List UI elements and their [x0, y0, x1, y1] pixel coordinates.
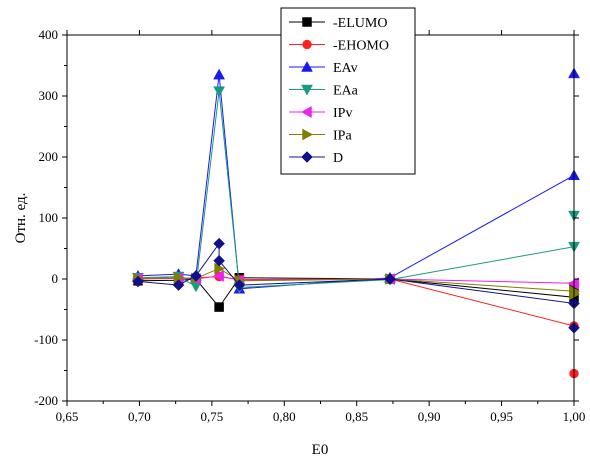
- legend-item-ipa: IPa: [289, 129, 352, 144]
- data-point-d: [213, 254, 225, 267]
- legend-label: EAv: [333, 61, 358, 76]
- data-point-d: [132, 275, 144, 288]
- legend: -ELUMO -EHOMO EAv EAa IPv IPa D: [280, 7, 416, 175]
- axes-layer: 0,65 0,70 0,75 0,80 0,85 0,90 0,95 1,00 -200 -100…: [34, 27, 585, 424]
- data-point-d: [172, 279, 185, 291]
- data-point-eaa: [213, 86, 226, 98]
- y-tick-label: 0: [52, 271, 59, 286]
- series-d: [132, 237, 580, 334]
- data-point-ipv: [213, 270, 224, 282]
- legend-box: [280, 7, 416, 175]
- y-tick-label: 300: [39, 88, 59, 103]
- y-tick-label: 100: [39, 210, 59, 225]
- y-tick-label: -200: [34, 393, 58, 408]
- data-point-d: [213, 237, 225, 250]
- legend-label: D: [333, 151, 343, 166]
- x-tick-label: 0,75: [200, 409, 223, 424]
- legend-marker-eav: [301, 60, 313, 72]
- legend-marker-eaa: [301, 84, 313, 96]
- legend-marker-d: [301, 151, 313, 163]
- x-tick-label: 1,00: [563, 409, 586, 424]
- x-tick-label: 0,70: [128, 409, 151, 424]
- legend-item-d: D: [289, 151, 343, 166]
- legend-item-elumo: -ELUMO: [289, 16, 387, 31]
- data-point-d: [190, 270, 202, 282]
- y-axis-title: Отн. ед.: [13, 193, 29, 244]
- x-tick-label: 0,80: [273, 409, 296, 424]
- legend-label: IPv: [333, 106, 352, 121]
- legend-marker-elumo: [302, 17, 312, 27]
- legend-item-ipv: IPv: [289, 106, 352, 121]
- x-tick-label: 0,85: [345, 409, 368, 424]
- legend-label: -EHOMO: [333, 39, 389, 54]
- legend-label: EAa: [333, 84, 359, 99]
- data-point-d: [384, 273, 396, 285]
- legend-item-eav: EAv: [289, 60, 358, 76]
- legend-marker-ehomo: [302, 39, 312, 50]
- data-point-d: [233, 279, 246, 291]
- x-tick-label: 0,65: [56, 409, 79, 424]
- legend-marker-ipv: [300, 106, 312, 118]
- y-tick-label: -100: [34, 332, 58, 347]
- legend-item-ehomo: -EHOMO: [289, 39, 389, 54]
- data-point-elumo: [214, 302, 224, 312]
- x-tick-label: 0,90: [418, 409, 441, 424]
- legend-label: -ELUMO: [333, 16, 387, 31]
- x-tick-label: 0,95: [490, 409, 513, 424]
- legend-item-eaa: EAa: [289, 84, 359, 99]
- legend-marker-ipa: [302, 128, 314, 141]
- data-point-eav: [213, 68, 226, 80]
- x-axis-title: E0: [312, 442, 329, 458]
- y-tick-label: 200: [39, 149, 59, 164]
- y-tick-label: 400: [39, 27, 59, 42]
- legend-label: IPa: [333, 129, 352, 144]
